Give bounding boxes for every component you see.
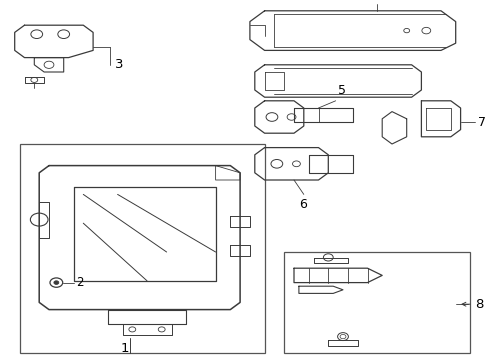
Bar	[20, 144, 265, 353]
Text: 7: 7	[478, 116, 486, 129]
Text: 8: 8	[475, 298, 484, 311]
Text: 1: 1	[121, 342, 129, 355]
Circle shape	[54, 281, 59, 284]
Text: 2: 2	[76, 276, 83, 289]
Text: 6: 6	[299, 198, 307, 211]
Text: 5: 5	[338, 84, 346, 97]
Text: 3: 3	[115, 58, 123, 71]
Bar	[284, 252, 470, 353]
